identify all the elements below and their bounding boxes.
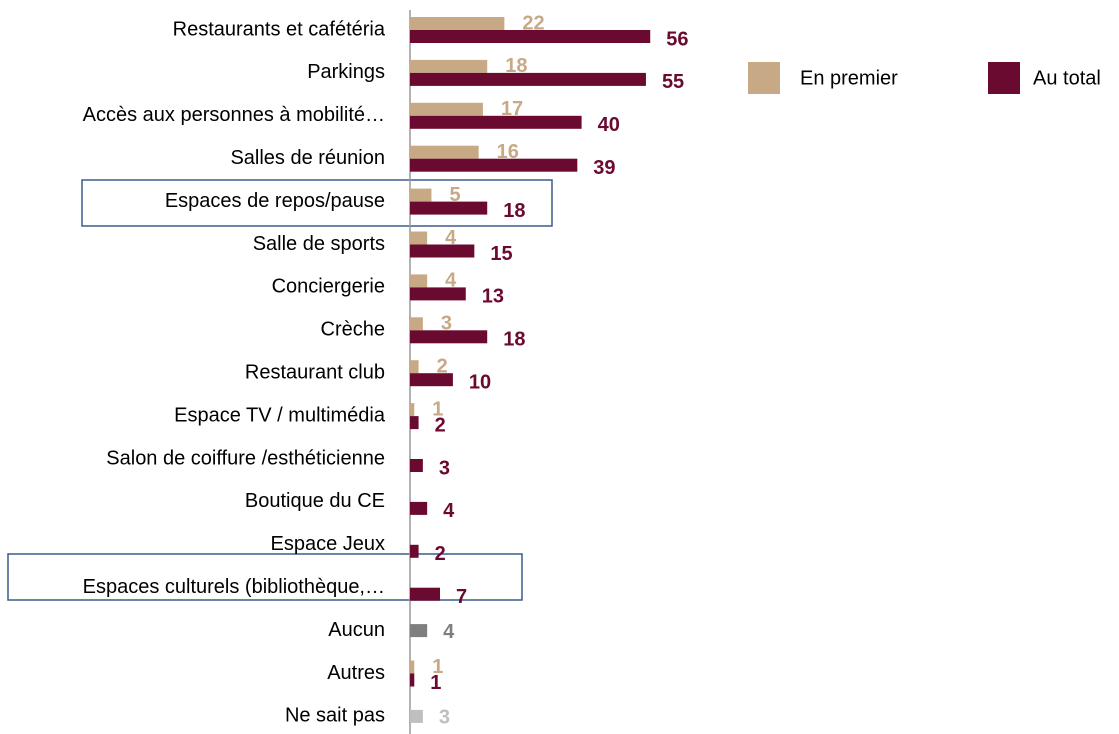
category-label: Boutique du CE — [245, 490, 385, 512]
data-label: 3 — [439, 707, 450, 729]
category-label: Ne sait pas — [285, 705, 385, 727]
category-label: Salles de réunion — [230, 147, 385, 169]
category-label: Espace TV / multimédia — [174, 404, 386, 426]
bar — [410, 587, 441, 601]
bar — [410, 145, 479, 159]
bar — [410, 17, 505, 30]
legend-label: Au total — [1033, 67, 1101, 89]
bar — [410, 30, 651, 43]
data-label: 3 — [439, 457, 450, 479]
category-label: Accès aux personnes à mobilité… — [83, 104, 385, 126]
bar — [410, 459, 423, 472]
category-label: Salle de sports — [253, 233, 385, 255]
category-label: Conciergerie — [272, 276, 385, 298]
data-label: 56 — [666, 28, 688, 50]
data-label: 2 — [437, 355, 448, 377]
data-label: 4 — [443, 621, 455, 643]
bar — [410, 373, 453, 387]
data-label: 17 — [501, 98, 523, 120]
bar — [410, 102, 483, 116]
data-label: 39 — [593, 157, 615, 179]
data-label: 1 — [430, 672, 441, 694]
category-label: Crèche — [321, 319, 385, 341]
data-label: 13 — [482, 286, 504, 308]
data-label: 5 — [449, 184, 460, 206]
bar — [410, 360, 419, 374]
data-label: 4 — [445, 270, 457, 292]
bar — [410, 201, 488, 215]
bar — [410, 416, 419, 430]
bar — [410, 660, 415, 674]
bar — [410, 501, 428, 515]
category-label: Parkings — [307, 61, 385, 83]
data-label: 16 — [497, 141, 519, 163]
category-label: Restaurants et cafétéria — [173, 18, 386, 40]
data-label: 18 — [503, 329, 525, 351]
bar — [410, 244, 475, 258]
bar — [410, 709, 423, 723]
highlight-box — [81, 179, 553, 227]
category-label: Aucun — [328, 619, 385, 641]
legend-swatch — [748, 62, 780, 94]
bar — [410, 403, 415, 417]
category-label: Espace Jeux — [270, 533, 385, 555]
bar — [410, 231, 428, 245]
data-label: 7 — [456, 586, 467, 608]
bar — [410, 317, 423, 331]
data-label: 18 — [503, 200, 525, 222]
bar — [410, 673, 415, 687]
bar — [410, 158, 578, 172]
bar — [410, 115, 582, 129]
data-label: 40 — [598, 114, 620, 136]
data-label: 4 — [443, 500, 455, 522]
data-label: 4 — [445, 227, 457, 249]
data-label: 1 — [432, 656, 443, 678]
data-label: 18 — [505, 55, 527, 77]
bar — [410, 624, 428, 638]
category-label: Espaces culturels (bibliothèque,… — [83, 576, 385, 598]
data-label: 22 — [522, 12, 544, 34]
data-label: 1 — [432, 398, 443, 420]
category-label: Autres — [327, 662, 385, 684]
bar — [410, 544, 419, 558]
category-label: Restaurant club — [245, 361, 385, 383]
data-label: 15 — [490, 243, 512, 265]
data-label: 10 — [469, 371, 491, 393]
category-label: Salon de coiffure /esthéticienne — [106, 447, 385, 469]
category-label: Espaces de repos/pause — [165, 190, 385, 212]
data-label: 2 — [435, 414, 446, 436]
bar — [410, 72, 646, 86]
bar — [410, 188, 432, 202]
data-label: 55 — [662, 71, 684, 93]
legend-swatch — [988, 62, 1020, 94]
data-label: 2 — [435, 543, 446, 565]
bar — [410, 287, 466, 301]
bar — [410, 274, 428, 288]
legend-label: En premier — [800, 67, 898, 89]
highlight-box — [7, 553, 523, 601]
bar — [410, 330, 488, 344]
data-label: 3 — [441, 313, 452, 335]
bar — [410, 59, 488, 73]
